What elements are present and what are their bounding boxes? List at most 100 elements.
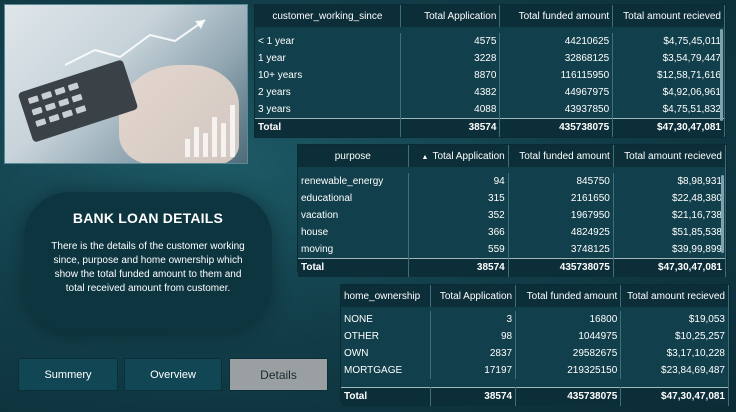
- details-button[interactable]: Details: [229, 358, 328, 391]
- column-header[interactable]: ▲ Total Application: [408, 145, 509, 167]
- table-cell: 98: [430, 328, 517, 345]
- column-header[interactable]: Total Application: [400, 5, 501, 27]
- panel-description: There is the details of the customer wor…: [51, 241, 245, 294]
- column-header[interactable]: purpose: [298, 145, 409, 167]
- column-header[interactable]: home_ownership: [341, 285, 431, 307]
- table-cell: 2837: [430, 345, 517, 362]
- table-cell: OTHER: [341, 328, 431, 345]
- table-cell: 44210625: [499, 33, 614, 50]
- table-cell: $8,98,931: [613, 173, 727, 190]
- column-header[interactable]: customer_working_since: [255, 5, 401, 27]
- table-row[interactable]: educational 315 2161650 $22,48,380: [298, 190, 727, 207]
- table-cell: $47,30,47,081: [612, 117, 725, 137]
- table-cell: $39,99,899: [613, 241, 727, 258]
- table-row[interactable]: 10+ years 8870 116115950 $12,58,71,616: [255, 67, 725, 84]
- table-cell: $10,25,257: [620, 328, 729, 345]
- table-row[interactable]: renewable_energy 94 845750 $8,98,931: [298, 173, 727, 190]
- bar-graphic: [185, 105, 235, 157]
- table-row[interactable]: house 366 4824925 $51,85,538: [298, 224, 727, 241]
- table-cell: renewable_energy: [298, 173, 409, 190]
- details-panel: BANK LOAN DETAILS There is the details o…: [24, 192, 272, 332]
- table-cell: $19,053: [620, 311, 729, 328]
- sort-up-icon[interactable]: ▲: [421, 153, 429, 161]
- table-cell: 1 year: [255, 50, 401, 67]
- scrollbar[interactable]: [721, 175, 724, 253]
- table-header-row: customer_working_since Total Application…: [255, 5, 725, 27]
- table-cell: 2161650: [508, 190, 614, 207]
- table-cell: moving: [298, 241, 409, 258]
- table-cell: vacation: [298, 207, 409, 224]
- table-row[interactable]: vacation 352 1967950 $21,16,738: [298, 207, 727, 224]
- table-cell: $3,54,79,447: [612, 50, 725, 67]
- table-cell: $3,17,10,228: [620, 345, 729, 362]
- column-header[interactable]: Total funded amount: [499, 5, 614, 27]
- table-cell: 845750: [508, 173, 614, 190]
- total-row: Total 38574 435738075 $47,30,47,081: [298, 257, 727, 277]
- column-header[interactable]: Total funded amount: [508, 145, 614, 167]
- hand-graphic: [119, 65, 239, 163]
- table-cell: 352: [408, 207, 509, 224]
- table-cell: < 1 year: [255, 33, 401, 50]
- table-cell: 366: [408, 224, 509, 241]
- table-cell: 3 years: [255, 101, 401, 118]
- table-row[interactable]: OWN 2837 29582675 $3,17,10,228: [341, 345, 729, 362]
- table-cell: 1044975: [515, 328, 622, 345]
- overview-button[interactable]: Overview: [124, 358, 222, 391]
- table-row[interactable]: 3 years 4088 43937850 $4,75,51,832: [255, 101, 725, 118]
- scrollbar[interactable]: [720, 29, 723, 121]
- panel-title: BANK LOAN DETAILS: [72, 210, 224, 226]
- table-cell: $51,85,538: [613, 224, 727, 241]
- table-cell: $47,30,47,081: [613, 257, 727, 277]
- table-row[interactable]: moving 559 3748125 $39,99,899: [298, 241, 727, 258]
- table-cell: $4,75,51,832: [612, 101, 725, 118]
- column-header-label: Total Application: [432, 150, 505, 162]
- header-photo: [4, 4, 248, 164]
- table-cell: 32868125: [499, 50, 614, 67]
- table-cell: 38574: [408, 257, 509, 277]
- table-cell: 17197: [430, 362, 517, 379]
- purpose-table[interactable]: purpose ▲ Total Application Total funded …: [297, 144, 727, 277]
- table-row[interactable]: 1 year 3228 32868125 $3,54,79,447: [255, 50, 725, 67]
- table-cell: 3: [430, 311, 517, 328]
- table-cell: NONE: [341, 311, 431, 328]
- column-header[interactable]: Total funded amount: [515, 285, 622, 307]
- table-cell: house: [298, 224, 409, 241]
- summary-button[interactable]: Summery: [18, 358, 118, 391]
- table-cell: 435738075: [508, 257, 614, 277]
- table-cell: 4088: [400, 101, 501, 118]
- working-since-table[interactable]: customer_working_since Total Application…: [254, 4, 726, 138]
- table-cell: 559: [408, 241, 509, 258]
- table-cell: 38574: [430, 386, 517, 406]
- table-row[interactable]: NONE 3 16800 $19,053: [341, 311, 729, 328]
- table-row[interactable]: OTHER 98 1044975 $10,25,257: [341, 328, 729, 345]
- column-header[interactable]: Total amount recieved: [612, 5, 725, 27]
- table-row[interactable]: 2 years 4382 44967975 $4,92,06,961: [255, 84, 725, 101]
- table-cell: 3748125: [508, 241, 614, 258]
- table-header-row: home_ownership Total Application Total f…: [341, 285, 729, 307]
- home-ownership-table[interactable]: home_ownership Total Application Total f…: [340, 284, 730, 406]
- table-cell: 38574: [400, 117, 501, 137]
- table-cell: educational: [298, 190, 409, 207]
- table-cell: 435738075: [515, 386, 622, 406]
- table-cell: $4,75,45,011: [612, 33, 725, 50]
- column-header[interactable]: Total amount recieved: [620, 285, 729, 307]
- table-cell: $47,30,47,081: [620, 386, 729, 406]
- table-cell: 4575: [400, 33, 501, 50]
- table-header-row: purpose ▲ Total Application Total funded …: [298, 145, 727, 167]
- table-cell: $12,58,71,616: [612, 67, 725, 84]
- table-cell: 4824925: [508, 224, 614, 241]
- table-cell: 4382: [400, 84, 501, 101]
- table-cell: OWN: [341, 345, 431, 362]
- table-cell: $23,84,69,487: [620, 362, 729, 379]
- table-cell: 2 years: [255, 84, 401, 101]
- table-cell: 8870: [400, 67, 501, 84]
- table-cell: 94: [408, 173, 509, 190]
- table-cell: MORTGAGE: [341, 362, 431, 379]
- table-cell: 3228: [400, 50, 501, 67]
- column-header[interactable]: Total Application: [430, 285, 517, 307]
- column-header[interactable]: Total amount recieved: [613, 145, 727, 167]
- table-row[interactable]: < 1 year 4575 44210625 $4,75,45,011: [255, 33, 725, 50]
- total-row: Total 38574 435738075 $47,30,47,081: [255, 117, 725, 137]
- table-cell: 1967950: [508, 207, 614, 224]
- table-row[interactable]: MORTGAGE 17197 219325150 $23,84,69,487: [341, 362, 729, 379]
